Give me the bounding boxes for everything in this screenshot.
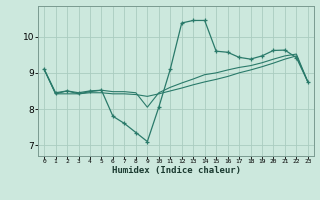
X-axis label: Humidex (Indice chaleur): Humidex (Indice chaleur) — [111, 166, 241, 175]
